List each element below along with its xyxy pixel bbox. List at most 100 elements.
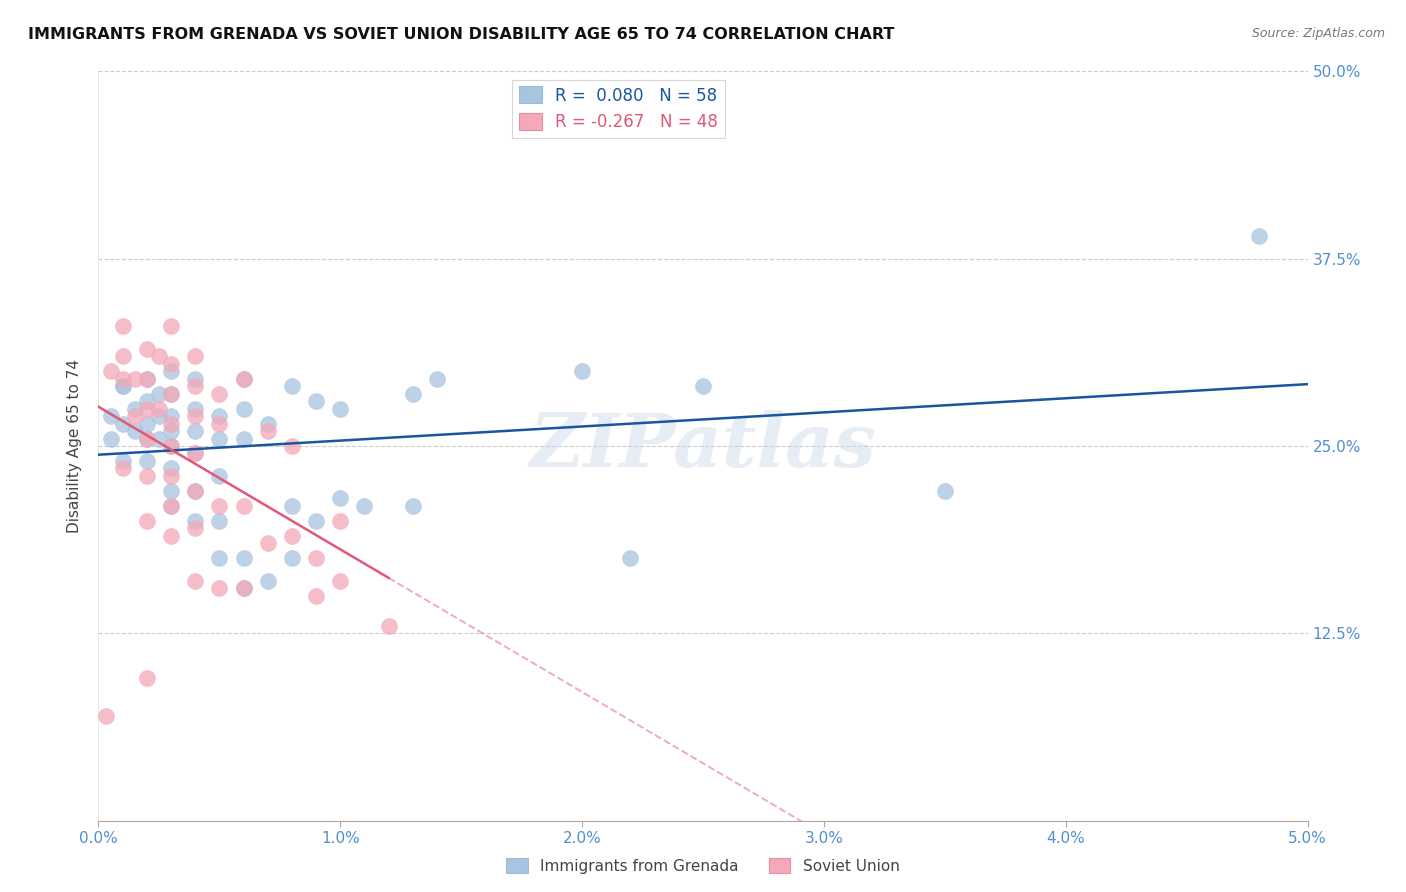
Point: [160, 417, 183, 431]
Legend: R =  0.080   N = 58, R = -0.267   N = 48: R = 0.080 N = 58, R = -0.267 N = 48: [512, 79, 725, 137]
Point: [111, 379, 134, 393]
Point: [160, 424, 183, 438]
Point: [111, 379, 134, 393]
Point: [160, 386, 183, 401]
Point: [402, 386, 425, 401]
Point: [184, 514, 207, 528]
Point: [184, 401, 207, 416]
Point: [148, 432, 170, 446]
Point: [111, 319, 134, 334]
Point: [160, 409, 183, 423]
Point: [571, 364, 593, 378]
Point: [329, 401, 352, 416]
Point: [329, 491, 352, 506]
Point: [160, 469, 183, 483]
Point: [111, 371, 134, 385]
Point: [160, 319, 183, 334]
Point: [184, 349, 207, 363]
Point: [135, 469, 157, 483]
Text: IMMIGRANTS FROM GRENADA VS SOVIET UNION DISABILITY AGE 65 TO 74 CORRELATION CHAR: IMMIGRANTS FROM GRENADA VS SOVIET UNION …: [28, 27, 894, 42]
Point: [160, 439, 183, 453]
Point: [232, 432, 254, 446]
Point: [135, 671, 157, 685]
Point: [148, 401, 170, 416]
Point: [329, 574, 352, 588]
Legend: Immigrants from Grenada, Soviet Union: Immigrants from Grenada, Soviet Union: [501, 852, 905, 880]
Point: [124, 371, 146, 385]
Point: [281, 499, 304, 513]
Point: [160, 483, 183, 498]
Point: [124, 424, 146, 438]
Point: [135, 454, 157, 468]
Point: [305, 394, 328, 409]
Point: [100, 409, 122, 423]
Point: [208, 386, 231, 401]
Point: [148, 386, 170, 401]
Y-axis label: Disability Age 65 to 74: Disability Age 65 to 74: [67, 359, 83, 533]
Point: [305, 551, 328, 566]
Point: [184, 409, 207, 423]
Point: [135, 514, 157, 528]
Point: [160, 499, 183, 513]
Point: [111, 454, 134, 468]
Point: [619, 551, 641, 566]
Point: [232, 371, 254, 385]
Point: [135, 394, 157, 409]
Point: [184, 483, 207, 498]
Point: [232, 582, 254, 596]
Point: [184, 574, 207, 588]
Point: [135, 432, 157, 446]
Point: [160, 461, 183, 475]
Point: [184, 379, 207, 393]
Point: [148, 409, 170, 423]
Point: [135, 342, 157, 356]
Point: [135, 371, 157, 385]
Point: [124, 409, 146, 423]
Point: [135, 432, 157, 446]
Point: [377, 619, 399, 633]
Point: [184, 371, 207, 385]
Point: [111, 417, 134, 431]
Point: [305, 589, 328, 603]
Point: [208, 582, 231, 596]
Point: [208, 551, 231, 566]
Point: [208, 514, 231, 528]
Point: [184, 521, 207, 535]
Point: [208, 499, 231, 513]
Point: [135, 417, 157, 431]
Point: [124, 401, 146, 416]
Point: [160, 529, 183, 543]
Point: [281, 439, 304, 453]
Point: [402, 499, 425, 513]
Point: [208, 469, 231, 483]
Point: [184, 446, 207, 460]
Point: [232, 499, 254, 513]
Point: [160, 439, 183, 453]
Point: [184, 483, 207, 498]
Point: [934, 483, 956, 498]
Point: [692, 379, 714, 393]
Point: [281, 379, 304, 393]
Point: [160, 386, 183, 401]
Point: [184, 424, 207, 438]
Text: Source: ZipAtlas.com: Source: ZipAtlas.com: [1251, 27, 1385, 40]
Point: [111, 349, 134, 363]
Point: [148, 349, 170, 363]
Point: [256, 574, 278, 588]
Point: [135, 401, 157, 416]
Point: [256, 536, 278, 550]
Point: [100, 432, 122, 446]
Point: [1249, 229, 1271, 244]
Point: [135, 371, 157, 385]
Point: [256, 417, 278, 431]
Point: [184, 446, 207, 460]
Point: [94, 708, 117, 723]
Point: [353, 499, 375, 513]
Point: [100, 364, 122, 378]
Text: ZIPatlas: ZIPatlas: [530, 409, 876, 483]
Point: [232, 582, 254, 596]
Point: [160, 357, 183, 371]
Point: [208, 432, 231, 446]
Point: [305, 514, 328, 528]
Point: [111, 461, 134, 475]
